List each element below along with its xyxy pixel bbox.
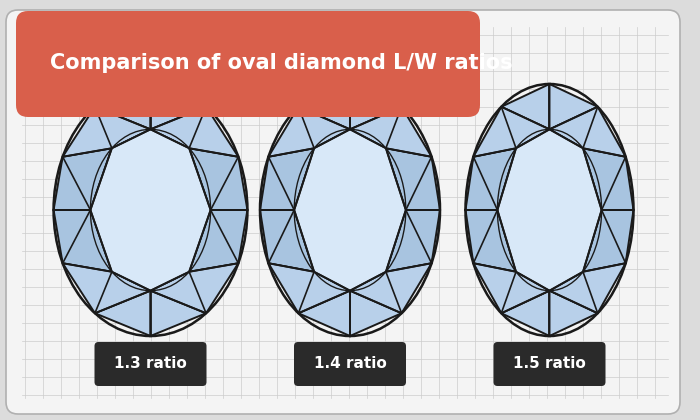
Polygon shape <box>298 291 350 336</box>
Polygon shape <box>268 263 350 313</box>
Polygon shape <box>350 107 432 157</box>
Polygon shape <box>150 263 238 313</box>
Text: 1.5 ratio: 1.5 ratio <box>513 357 586 372</box>
Polygon shape <box>386 148 440 210</box>
FancyBboxPatch shape <box>94 342 206 386</box>
Polygon shape <box>550 263 626 313</box>
Polygon shape <box>466 148 516 210</box>
FancyBboxPatch shape <box>6 10 680 414</box>
Polygon shape <box>294 129 406 291</box>
Polygon shape <box>501 291 550 336</box>
FancyBboxPatch shape <box>494 342 606 386</box>
Polygon shape <box>54 210 112 272</box>
FancyBboxPatch shape <box>16 11 480 117</box>
Polygon shape <box>466 210 516 272</box>
Polygon shape <box>583 148 634 210</box>
Polygon shape <box>63 107 150 157</box>
Polygon shape <box>268 107 350 157</box>
Polygon shape <box>54 148 112 210</box>
Polygon shape <box>63 263 150 313</box>
Polygon shape <box>473 263 550 313</box>
Polygon shape <box>350 84 402 129</box>
Polygon shape <box>550 84 598 129</box>
Polygon shape <box>501 84 550 129</box>
Polygon shape <box>95 84 150 129</box>
Polygon shape <box>550 291 598 336</box>
Polygon shape <box>473 107 550 157</box>
Polygon shape <box>95 291 150 336</box>
Polygon shape <box>550 107 626 157</box>
Polygon shape <box>260 210 314 272</box>
Polygon shape <box>189 148 247 210</box>
Polygon shape <box>298 84 350 129</box>
Polygon shape <box>350 291 402 336</box>
Polygon shape <box>150 107 238 157</box>
Text: Comparison of oval diamond L/W ratios: Comparison of oval diamond L/W ratios <box>50 53 512 73</box>
Polygon shape <box>189 210 247 272</box>
Polygon shape <box>150 291 206 336</box>
Polygon shape <box>260 148 314 210</box>
Polygon shape <box>583 210 634 272</box>
Text: 1.3 ratio: 1.3 ratio <box>114 357 187 372</box>
Polygon shape <box>498 129 601 291</box>
Polygon shape <box>350 263 432 313</box>
Text: 1.4 ratio: 1.4 ratio <box>314 357 386 372</box>
FancyBboxPatch shape <box>294 342 406 386</box>
Polygon shape <box>90 129 211 291</box>
Polygon shape <box>150 84 206 129</box>
Polygon shape <box>386 210 440 272</box>
